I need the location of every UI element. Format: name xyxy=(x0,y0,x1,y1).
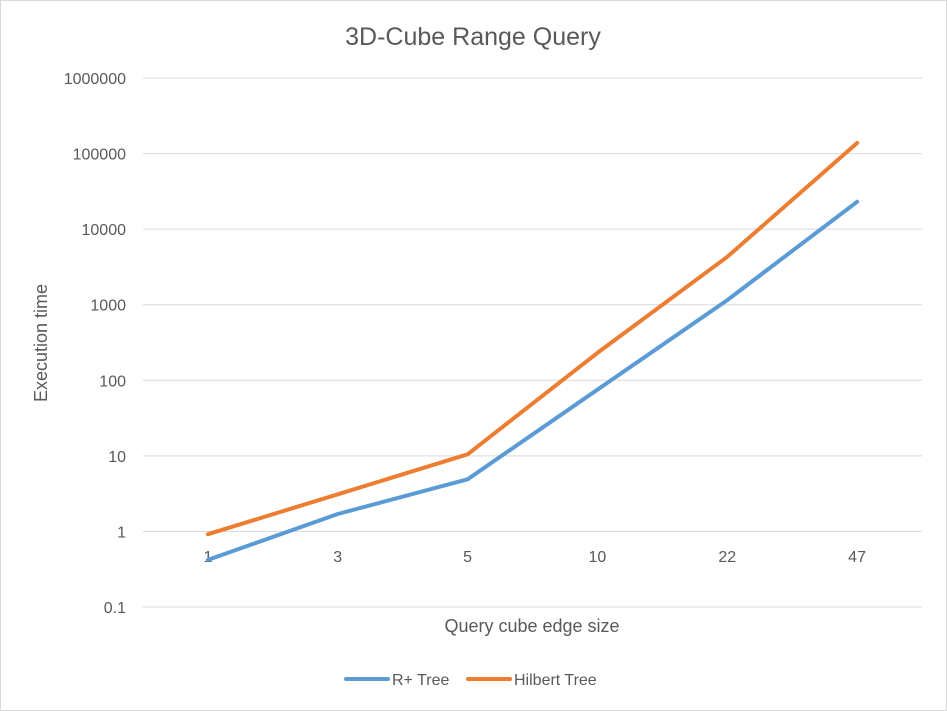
y-tick-label: 10000 xyxy=(82,222,127,239)
legend-label: Hilbert Tree xyxy=(514,672,597,689)
x-tick-label: 1 xyxy=(203,549,212,566)
x-tick-label: 47 xyxy=(848,549,866,566)
legend-label: R+ Tree xyxy=(392,672,449,689)
x-tick-label: 10 xyxy=(589,549,607,566)
y-tick-label: 100 xyxy=(99,373,126,390)
y-tick-label: 0.1 xyxy=(104,600,126,617)
y-axis-label: Execution time xyxy=(31,284,51,402)
gridlines xyxy=(143,77,922,608)
x-axis-ticks: 1 3 5 10 22 47 xyxy=(203,549,866,566)
series-line-r-tree xyxy=(205,199,860,562)
x-tick-label: 22 xyxy=(718,549,736,566)
y-axis-ticks: 0.1 1 10 100 1000 10000 100000 1000000 xyxy=(64,71,126,617)
y-tick-label: 10 xyxy=(108,449,126,466)
y-tick-label: 1000 xyxy=(90,298,126,315)
y-tick-label: 1 xyxy=(117,524,126,541)
legend: R+ Tree Hilbert Tree xyxy=(344,672,597,689)
y-tick-label: 1000000 xyxy=(64,71,126,88)
x-tick-label: 3 xyxy=(333,549,342,566)
series-line-hilbert-tree xyxy=(205,141,860,537)
y-tick-label: 100000 xyxy=(73,147,126,164)
chart-title: 3D-Cube Range Query xyxy=(345,23,601,51)
x-axis-label: Query cube edge size xyxy=(444,616,619,636)
x-tick-label: 5 xyxy=(463,549,472,566)
series-lines xyxy=(205,141,860,562)
